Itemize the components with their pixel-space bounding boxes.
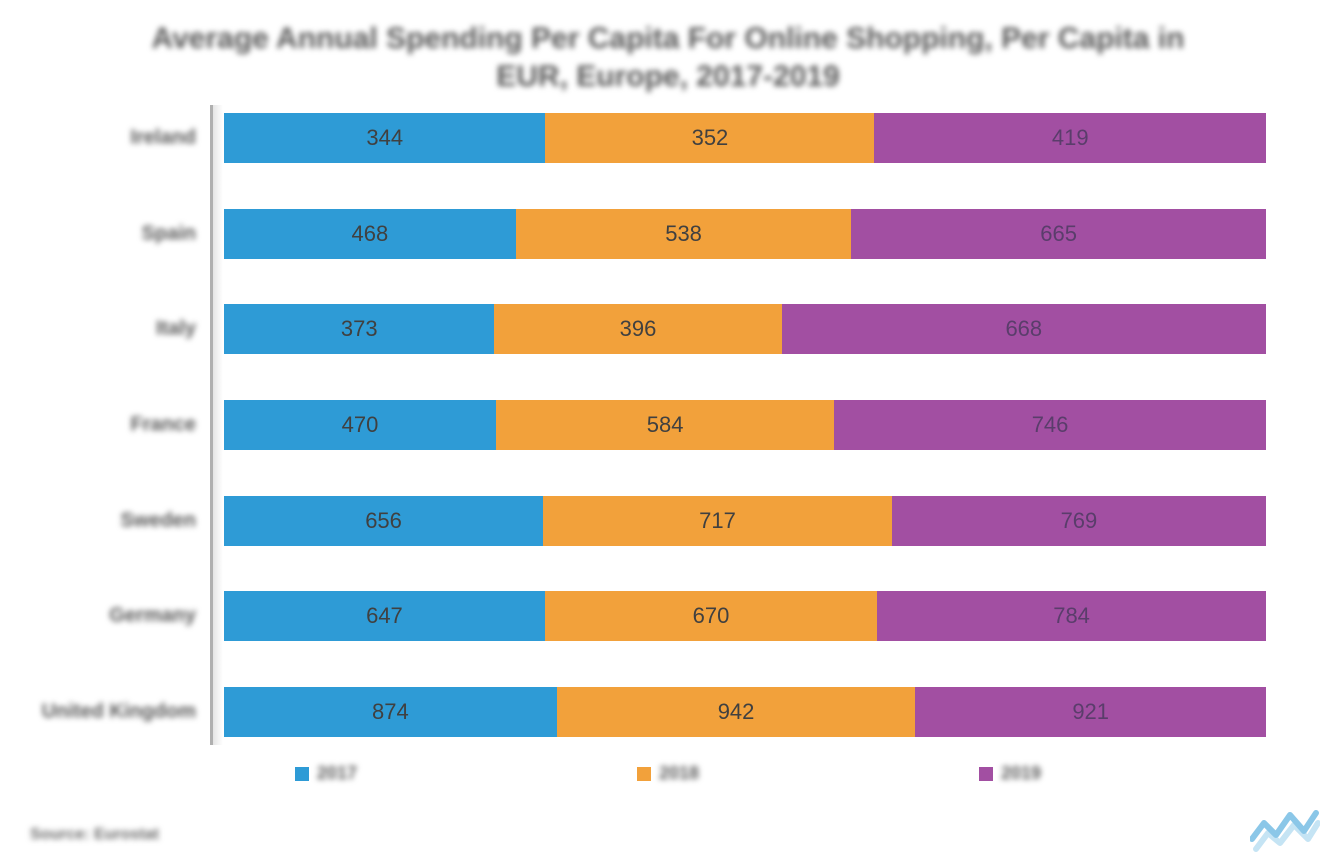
watermark-logo: [1250, 809, 1320, 858]
stacked-bar: 468538665: [224, 209, 1266, 259]
chart-container: Average Annual Spending Per Capita For O…: [0, 0, 1336, 868]
y-axis-shadow: [213, 105, 223, 745]
bar-row: Sweden656717769: [224, 496, 1266, 546]
bar-segment: 584: [496, 400, 834, 450]
category-label: Italy: [156, 318, 196, 341]
category-label: France: [130, 413, 196, 436]
bar-segment: 647: [224, 591, 545, 641]
bar-row: Germany647670784: [224, 591, 1266, 641]
category-label: United Kingdom: [42, 700, 196, 723]
bar-segment: 419: [874, 113, 1266, 163]
bar-row: France470584746: [224, 400, 1266, 450]
stacked-bar: 656717769: [224, 496, 1266, 546]
bar-segment: 352: [545, 113, 874, 163]
bar-segment: 656: [224, 496, 543, 546]
category-label: Spain: [142, 222, 196, 245]
legend-item: 2019: [979, 763, 1041, 784]
category-label: Sweden: [120, 509, 196, 532]
bar-segment: 784: [877, 591, 1266, 641]
bar-row: Spain468538665: [224, 209, 1266, 259]
legend-label: 2019: [1001, 763, 1041, 784]
legend-swatch: [295, 767, 309, 781]
legend: 2017 2018 2019: [30, 763, 1306, 784]
bar-segment: 470: [224, 400, 496, 450]
bar-segment: 665: [851, 209, 1266, 259]
bar-segment: 921: [915, 687, 1266, 737]
source-label: Source: Eurostat: [30, 826, 159, 844]
stacked-bar: 470584746: [224, 400, 1266, 450]
bar-segment: 670: [545, 591, 877, 641]
bar-segment: 717: [543, 496, 892, 546]
bar-row: Italy373396668: [224, 304, 1266, 354]
bar-segment: 942: [557, 687, 916, 737]
bar-segment: 668: [782, 304, 1266, 354]
bar-segment: 396: [494, 304, 781, 354]
legend-label: 2017: [317, 763, 357, 784]
bar-segment: 468: [224, 209, 516, 259]
bar-segment: 769: [892, 496, 1266, 546]
bar-segment: 538: [516, 209, 851, 259]
bar-rows: Ireland344352419 Spain468538665 Italy37339…: [224, 113, 1266, 737]
bar-segment: 746: [834, 400, 1266, 450]
stacked-bar: 373396668: [224, 304, 1266, 354]
legend-item: 2017: [295, 763, 357, 784]
bar-segment: 373: [224, 304, 494, 354]
legend-swatch: [979, 767, 993, 781]
plot-area: Ireland344352419 Spain468538665 Italy37339…: [210, 105, 1266, 745]
bar-row: Ireland344352419: [224, 113, 1266, 163]
bar-row: United Kingdom874942921: [224, 687, 1266, 737]
bar-segment: 344: [224, 113, 545, 163]
legend-item: 2018: [637, 763, 699, 784]
category-label: Ireland: [130, 127, 196, 150]
stacked-bar: 874942921: [224, 687, 1266, 737]
category-label: Germany: [109, 605, 196, 628]
stacked-bar: 647670784: [224, 591, 1266, 641]
legend-label: 2018: [659, 763, 699, 784]
chart-title: Average Annual Spending Per Capita For O…: [118, 20, 1218, 95]
legend-swatch: [637, 767, 651, 781]
stacked-bar: 344352419: [224, 113, 1266, 163]
bar-segment: 874: [224, 687, 557, 737]
